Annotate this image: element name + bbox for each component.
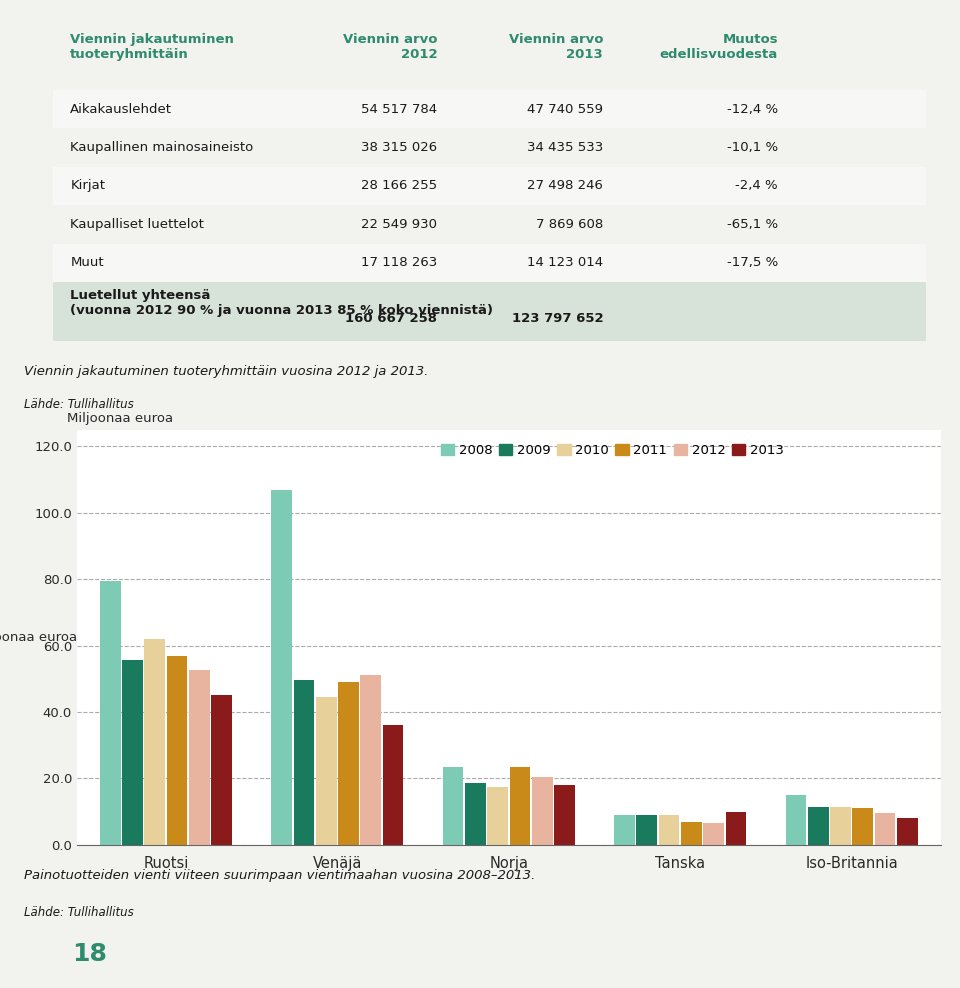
Text: Viennin jakautuminen
tuoteryhmittäin: Viennin jakautuminen tuoteryhmittäin [70, 33, 234, 60]
Text: 18: 18 [72, 943, 107, 966]
Bar [897, 818, 918, 845]
Text: 123 797 652: 123 797 652 [512, 312, 603, 325]
Text: 54 517 784: 54 517 784 [361, 103, 437, 116]
Bar [785, 795, 806, 845]
Bar [659, 815, 680, 845]
Bar [510, 767, 530, 845]
Text: 160 667 258: 160 667 258 [346, 312, 437, 325]
Bar [443, 767, 464, 845]
Text: -10,1 %: -10,1 % [727, 141, 778, 154]
Bar [189, 671, 209, 845]
Bar [360, 676, 381, 845]
Bar [272, 489, 292, 845]
Text: 14 123 014: 14 123 014 [527, 257, 603, 270]
Bar [167, 655, 187, 845]
Text: 27 498 246: 27 498 246 [527, 180, 603, 193]
Text: 22 549 930: 22 549 930 [361, 218, 437, 231]
Bar [875, 813, 896, 845]
Bar [294, 681, 314, 845]
Text: 38 315 026: 38 315 026 [361, 141, 437, 154]
Text: Painotuotteiden vienti viiteen suurimpaan vientimaahan vuosina 2008–2013.: Painotuotteiden vienti viiteen suurimpaa… [24, 868, 536, 882]
FancyBboxPatch shape [53, 90, 926, 128]
Bar [532, 777, 553, 845]
Bar [808, 806, 828, 845]
Text: Kirjat: Kirjat [70, 180, 106, 193]
Bar [614, 815, 635, 845]
Bar [122, 661, 143, 845]
Text: Miljoonaa euroa: Miljoonaa euroa [67, 412, 174, 425]
Text: Viennin jakautuminen tuoteryhmittäin vuosina 2012 ja 2013.: Viennin jakautuminen tuoteryhmittäin vuo… [24, 365, 428, 377]
Text: Luetellut yhteensä
(vuonna 2012 90 % ja vuonna 2013 85 % koko viennistä): Luetellut yhteensä (vuonna 2012 90 % ja … [70, 288, 493, 317]
Text: -2,4 %: -2,4 % [735, 180, 778, 193]
Text: Viennin arvo
2012: Viennin arvo 2012 [343, 33, 437, 60]
Text: Miljoonaa euroa: Miljoonaa euroa [0, 630, 77, 644]
Text: 7 869 608: 7 869 608 [536, 218, 603, 231]
Text: -12,4 %: -12,4 % [727, 103, 778, 116]
Text: 34 435 533: 34 435 533 [527, 141, 603, 154]
Bar [488, 786, 508, 845]
Text: -65,1 %: -65,1 % [727, 218, 778, 231]
Bar [100, 581, 121, 845]
Text: Muut: Muut [70, 257, 104, 270]
Text: Viennin arvo
2013: Viennin arvo 2013 [509, 33, 603, 60]
Text: 47 740 559: 47 740 559 [527, 103, 603, 116]
Text: Lähde: Tullihallitus: Lähde: Tullihallitus [24, 906, 133, 919]
FancyBboxPatch shape [0, 422, 958, 853]
FancyBboxPatch shape [53, 244, 926, 283]
Bar [144, 639, 165, 845]
FancyBboxPatch shape [53, 167, 926, 206]
Bar [316, 697, 337, 845]
Bar [211, 696, 232, 845]
Text: Muutos
edellisvuodesta: Muutos edellisvuodesta [660, 33, 778, 60]
Bar [554, 785, 575, 845]
Bar [852, 808, 874, 845]
Text: Lähde: Tullihallitus: Lähde: Tullihallitus [24, 398, 133, 411]
Text: Kaupalliset luettelot: Kaupalliset luettelot [70, 218, 204, 231]
Legend: 2008, 2009, 2010, 2011, 2012, 2013: 2008, 2009, 2010, 2011, 2012, 2013 [436, 439, 789, 462]
Bar [681, 821, 702, 845]
Bar [726, 811, 746, 845]
Text: Aikakauslehdet: Aikakauslehdet [70, 103, 172, 116]
Bar [830, 806, 851, 845]
Text: -17,5 %: -17,5 % [727, 257, 778, 270]
FancyBboxPatch shape [53, 283, 926, 356]
Bar [704, 823, 724, 845]
Bar [338, 682, 359, 845]
Bar [383, 725, 403, 845]
Text: 28 166 255: 28 166 255 [361, 180, 437, 193]
Text: 17 118 263: 17 118 263 [361, 257, 437, 270]
Text: Kaupallinen mainosaineisto: Kaupallinen mainosaineisto [70, 141, 253, 154]
Bar [465, 783, 486, 845]
Bar [636, 815, 658, 845]
